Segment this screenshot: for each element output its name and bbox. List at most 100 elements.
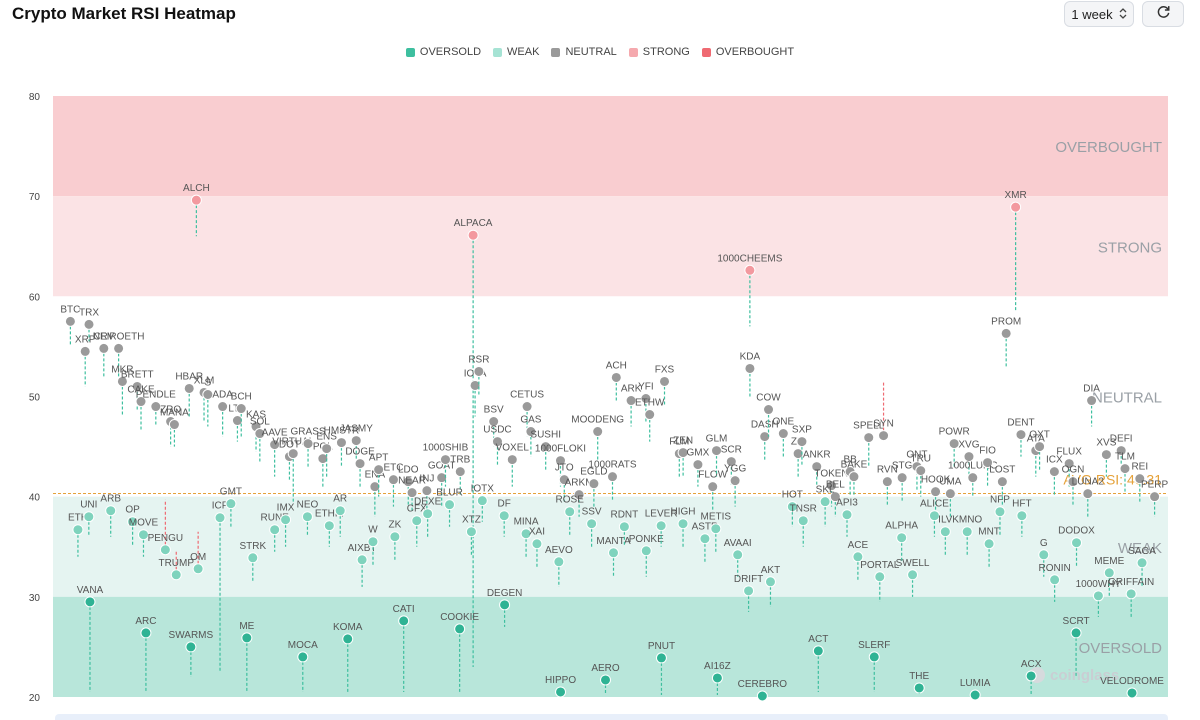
point-label: KAS — [246, 410, 266, 421]
rsi-point — [301, 511, 313, 523]
legend-item-neutral[interactable]: NEUTRAL — [551, 46, 617, 58]
rsi-point — [302, 438, 314, 450]
rsi-point — [72, 524, 84, 536]
point-label: CETUS — [510, 390, 544, 401]
refresh-button[interactable] — [1142, 1, 1184, 27]
point-label: ILV — [938, 515, 953, 526]
legend-item-weak[interactable]: WEAK — [493, 46, 539, 58]
zone-label-overbought: OVERBOUGHT — [1055, 139, 1162, 156]
point-label: NFP — [990, 495, 1010, 506]
point-label: ARK — [621, 384, 642, 395]
point-label: PNUT — [648, 641, 675, 652]
point-label: DF — [498, 499, 511, 510]
rsi-point — [607, 471, 618, 483]
chart-scroll-bar — [55, 714, 1168, 720]
rsi-point — [640, 545, 652, 557]
point-label: API3 — [836, 498, 858, 509]
rsi-point — [406, 487, 418, 499]
point-label: HIGH — [671, 507, 696, 518]
rsi-point — [812, 645, 824, 657]
rsi-point — [553, 556, 565, 568]
rsi-point — [915, 465, 927, 477]
rsi-point — [231, 415, 243, 427]
rsi-point — [1103, 567, 1115, 579]
rsi-point — [83, 511, 95, 523]
zone-band-weak — [53, 496, 1168, 597]
point-label: KMNO — [952, 515, 982, 526]
point-label: FXS — [655, 364, 675, 375]
rsi-point — [1070, 627, 1082, 639]
point-label: PERP — [1141, 480, 1169, 491]
point-label: FLOW — [698, 470, 727, 481]
rsi-point — [131, 380, 143, 392]
rsi-point — [1010, 201, 1022, 213]
point-label: VOXEL — [496, 443, 530, 454]
point-label: AERO — [591, 663, 620, 674]
rsi-point — [881, 476, 893, 488]
point-label: SPELL — [853, 421, 885, 432]
rsi-point — [185, 641, 197, 653]
rsi-point — [1125, 588, 1137, 600]
point-label: ETH — [68, 513, 88, 524]
legend-item-oversold[interactable]: OVERSOLD — [405, 46, 481, 58]
rsi-point — [323, 520, 335, 532]
rsi-point — [105, 505, 117, 517]
point-label: DEGEN — [487, 588, 523, 599]
rsi-point — [192, 563, 204, 575]
point-label: DENT — [1007, 418, 1034, 429]
point-label: TNSR — [790, 504, 817, 515]
point-label: AVAAI — [724, 538, 752, 549]
point-label: GMX — [687, 448, 710, 459]
rsi-point — [469, 379, 481, 391]
legend-swatch — [493, 47, 503, 57]
rsi-point — [525, 426, 537, 438]
point-label: HOOK — [921, 475, 951, 486]
rsi-point — [1034, 441, 1046, 453]
point-label: ROSE — [556, 495, 585, 506]
rsi-point — [1049, 574, 1061, 586]
rsi-point — [369, 481, 381, 493]
zone-label-strong: STRONG — [1098, 239, 1162, 256]
point-label: GAS — [520, 415, 541, 426]
rsi-point — [1067, 476, 1079, 488]
zone-label-oversold: OVERSOLD — [1079, 640, 1163, 657]
point-label: SCR — [721, 445, 742, 456]
point-label: DOGE — [345, 447, 375, 458]
point-label: XVG — [958, 440, 979, 451]
point-label: APT — [369, 453, 388, 464]
point-label: VANA — [77, 585, 104, 596]
point-label: 1000WHY — [1076, 579, 1122, 590]
rsi-point — [321, 443, 333, 455]
point-label: UNI — [80, 500, 97, 511]
point-label: LDO — [398, 465, 419, 476]
point-label: TLM — [1115, 452, 1135, 463]
rsi-point — [994, 506, 1006, 518]
rsi-point — [573, 489, 585, 501]
rsi-point — [1115, 445, 1127, 457]
rsi-point — [1119, 463, 1131, 475]
legend-item-overbought[interactable]: OVERBOUGHT — [701, 46, 794, 58]
y-tick-label: 50 — [29, 393, 41, 404]
point-label: ATA — [1027, 434, 1045, 445]
point-label: ALICE — [920, 499, 949, 510]
point-label: HMSTR — [324, 426, 360, 437]
period-select[interactable]: 1 week — [1064, 1, 1134, 27]
rsi-point — [756, 690, 768, 702]
point-label: 1000RATS — [588, 460, 637, 471]
rsi-point — [963, 451, 975, 463]
rsi-point — [610, 371, 622, 383]
point-label: JASMY — [340, 424, 374, 435]
rsi-point — [907, 569, 919, 581]
point-label: NEIROETH — [93, 331, 145, 342]
point-label: KOMA — [333, 622, 363, 633]
point-label: TRUMP — [158, 558, 194, 569]
rsi-point — [465, 526, 477, 538]
rsi-point — [1086, 395, 1098, 407]
point-label: MEME — [1094, 556, 1124, 567]
point-label: SOL — [250, 417, 270, 428]
point-label: SCRT — [1063, 616, 1090, 627]
point-label: ARC — [135, 616, 156, 627]
legend-item-strong[interactable]: STRONG — [628, 46, 690, 58]
legend-swatch — [628, 47, 638, 57]
